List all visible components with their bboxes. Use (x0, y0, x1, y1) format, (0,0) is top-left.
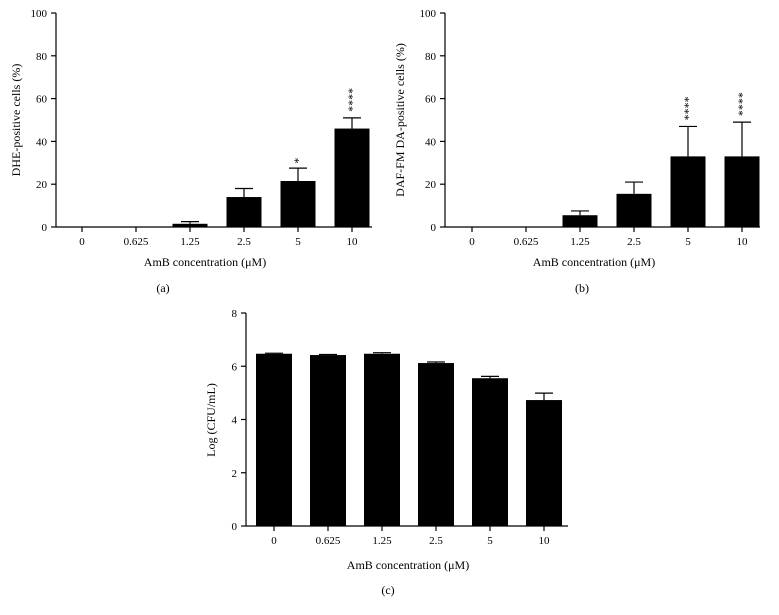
bar (526, 400, 562, 526)
x-tick-label: 5 (685, 236, 691, 248)
y-tick-label: 2 (232, 468, 238, 480)
y-axis-label: DAF-FM DA-positive cells (%) (393, 43, 407, 197)
y-tick-label: 60 (425, 94, 437, 106)
y-tick-label: 0 (42, 222, 48, 234)
x-tick-label: 0 (79, 236, 85, 248)
x-axis-label: AmB concentration (μM) (144, 255, 266, 269)
y-tick-label: 100 (31, 8, 48, 20)
y-tick-label: 4 (232, 415, 238, 427)
chart-panel-b: DAF-FM DA-positive cells (%) AmB concent… (393, 8, 760, 295)
y-tick-label: 20 (36, 179, 48, 191)
x-tick-label: 10 (539, 535, 551, 547)
significance-label: * (291, 158, 305, 164)
significance-label: **** (681, 96, 695, 120)
x-tick-label: 1.25 (570, 236, 590, 248)
x-tick-label: 2.5 (627, 236, 641, 248)
y-tick-label: 20 (425, 179, 437, 191)
y-tick-label: 6 (232, 361, 238, 373)
x-tick-label: 0 (271, 535, 277, 547)
bar (256, 353, 292, 526)
x-tick-label: 1.25 (180, 236, 200, 248)
y-tick-label: 8 (232, 308, 238, 320)
x-tick-label: 5 (487, 535, 493, 547)
y-axis-label: DHE-positive cells (%) (9, 64, 23, 177)
y-tick-label: 40 (425, 136, 437, 148)
x-axis-label: AmB concentration (μM) (533, 255, 655, 269)
x-tick-label: 2.5 (429, 535, 443, 547)
significance-label: **** (735, 92, 749, 116)
panel-label: (a) (156, 281, 169, 295)
bar (310, 355, 346, 526)
x-tick-label: 0.625 (316, 535, 341, 547)
y-tick-label: 40 (36, 136, 48, 148)
significance-label: **** (345, 88, 359, 112)
x-axis-label: AmB concentration (μM) (347, 558, 469, 572)
chart-panel-a: DHE-positive cells (%) AmB concentration… (9, 8, 372, 295)
y-tick-label: 60 (36, 94, 48, 106)
bar (364, 353, 400, 526)
bar (724, 156, 760, 227)
y-tick-label: 100 (420, 8, 437, 20)
y-tick-label: 80 (36, 51, 48, 63)
x-tick-label: 0.625 (124, 236, 149, 248)
bar (280, 180, 316, 227)
x-tick-label: 0.625 (514, 236, 539, 248)
y-tick-label: 0 (232, 521, 238, 533)
bar (172, 223, 208, 227)
bar (472, 378, 508, 526)
bar (670, 156, 706, 227)
bar (418, 363, 454, 526)
chart-panel-c: Log (CFU/mL) AmB concentration (μM) (c) … (204, 308, 568, 597)
x-tick-label: 1.25 (372, 535, 392, 547)
x-tick-label: 0 (469, 236, 475, 248)
x-tick-label: 2.5 (237, 236, 251, 248)
y-tick-label: 0 (431, 222, 437, 234)
y-tick-label: 80 (425, 51, 437, 63)
bar (562, 215, 598, 227)
bar (226, 197, 262, 227)
bar (616, 193, 652, 227)
panel-label: (c) (381, 583, 394, 597)
x-tick-label: 10 (737, 236, 749, 248)
x-tick-label: 5 (295, 236, 301, 248)
panel-label: (b) (575, 281, 589, 295)
bar (334, 128, 370, 227)
x-tick-label: 10 (347, 236, 359, 248)
y-axis-label: Log (CFU/mL) (204, 383, 218, 457)
